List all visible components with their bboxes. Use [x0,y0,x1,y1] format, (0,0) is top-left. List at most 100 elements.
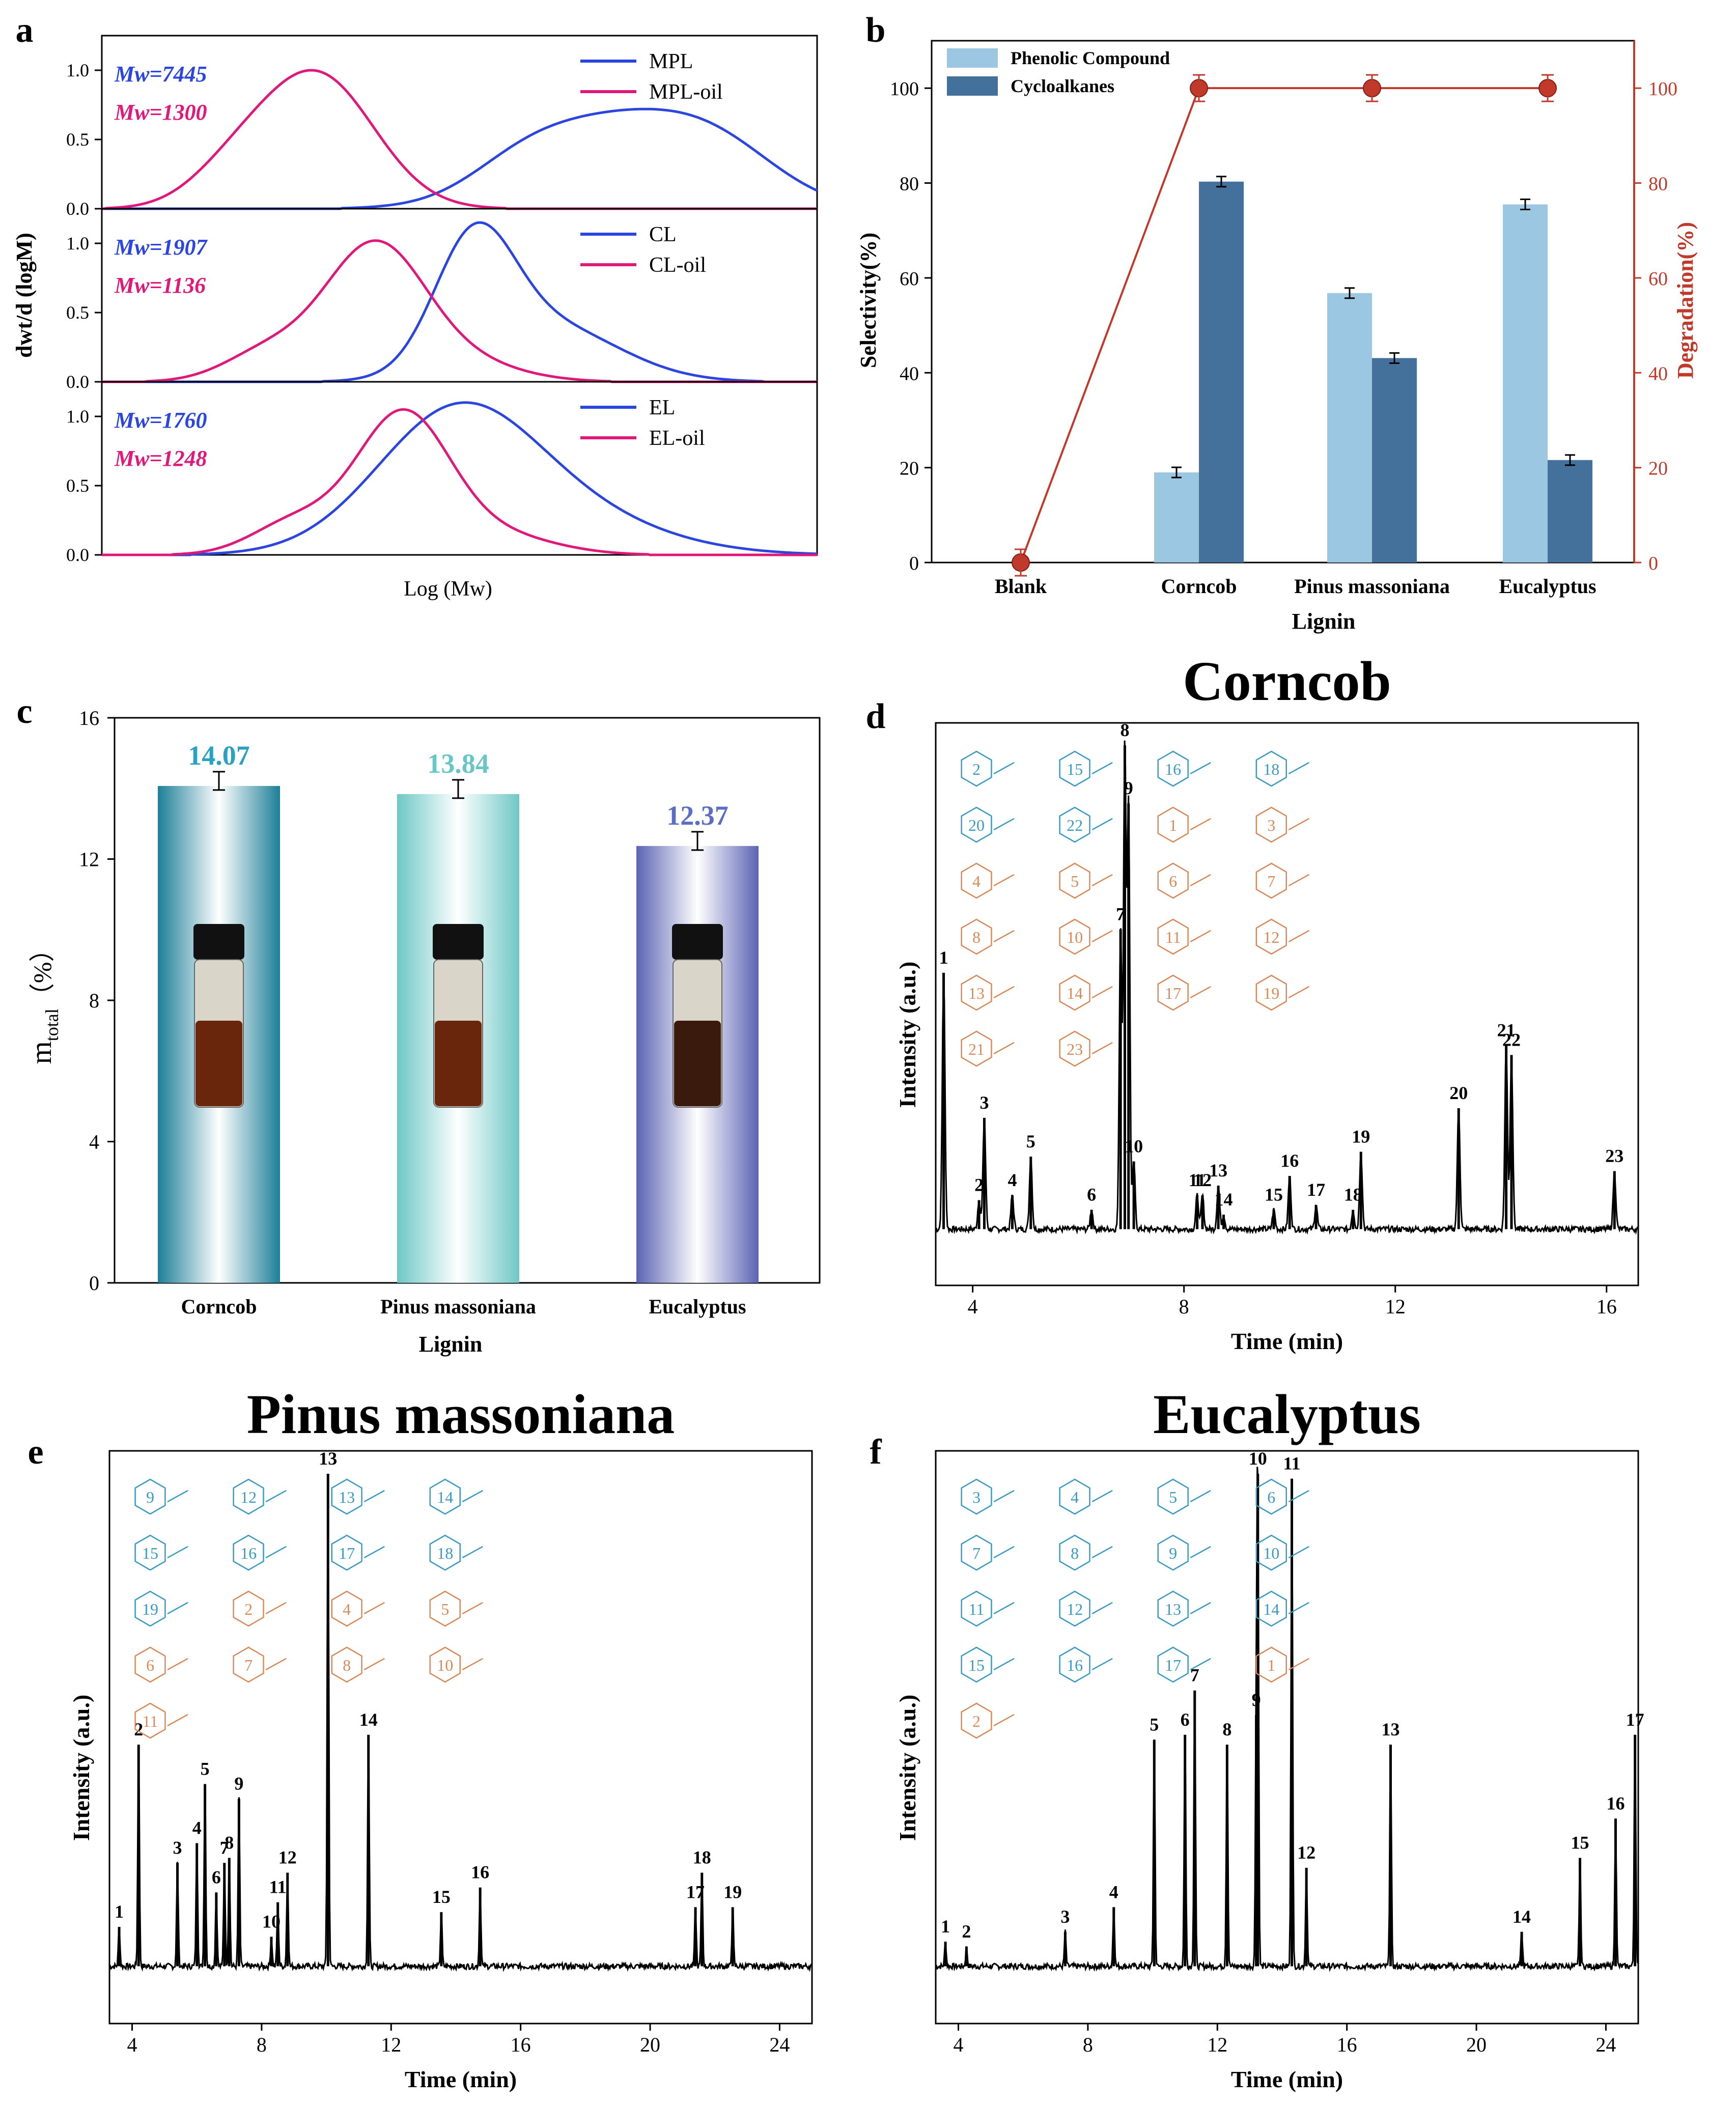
peak-label: 1 [941,1916,950,1936]
degradation-error [1015,548,1027,577]
peak-label: 4 [192,1818,202,1838]
y-tick-label: 0.0 [66,372,89,392]
structure-ring [1255,1590,1287,1627]
structure-ring [331,1478,362,1515]
y-axis-label: Selectivity(%) [856,233,881,368]
y-tick-label: 100 [890,78,919,100]
panel-c: c 0 4 8 12 16 14.07 Corncob 13.84 Pinus massonian… [16,692,821,1357]
peak-label: 8 [225,1833,234,1853]
y-label-sub: total [42,1008,62,1041]
structure-number: 21 [968,1040,985,1058]
peak-label: 8 [1120,720,1129,740]
structure-number: 16 [1067,1656,1083,1674]
peak-label: 3 [1060,1906,1070,1927]
y-tick-label: 4 [89,1131,99,1154]
structure-bond [167,1490,188,1503]
peak-label: 12 [1193,1170,1212,1190]
x-tick-label: 16 [511,2033,531,2056]
structure-number: 17 [339,1544,355,1562]
peak-label: 2 [974,1174,984,1195]
structure-bond [1190,762,1211,775]
structure-number: 15 [968,1656,985,1674]
plot-frame [935,722,1639,1286]
legend-swatch [947,48,998,68]
structure-bond [363,1658,385,1671]
structure-bond [1190,818,1211,831]
structure-number: 14 [1067,984,1083,1002]
structure-ring [134,1646,166,1683]
legend-label: EL [649,396,675,419]
peak-label: 1 [939,947,948,968]
structure-bond [993,1042,1015,1055]
structure-number: 22 [1067,816,1083,834]
structure-bond [1288,1490,1309,1503]
structure-ring [1157,806,1189,843]
structure-ring [961,1590,992,1627]
structure-number: 17 [1165,1656,1181,1674]
structure-bond [1091,1658,1113,1671]
x-tick-label: Blank [995,575,1047,598]
structure-number: 8 [972,928,981,946]
error-bar [1216,176,1226,188]
structure-bond [993,930,1015,943]
peak-label: 5 [201,1759,210,1779]
structure-ring [961,1646,992,1683]
structure-bond [993,1602,1015,1615]
panel-b: b 0 0 20 20 40 40 60 60 80 80 100 100 Blank Corncob Pin… [856,11,1698,634]
structure-ring [429,1534,461,1571]
structure-ring [429,1478,461,1515]
structure-bond [1190,1546,1211,1559]
structure-bond [993,874,1015,887]
structure-bond [1190,930,1211,943]
y2-axis-label: Degradation(%) [1673,222,1698,379]
structure-number: 11 [143,1712,158,1730]
series-line-CL [102,221,817,383]
peak-label: 15 [432,1887,451,1907]
peak-label: 2 [134,1719,143,1739]
y-tick-label: 1.0 [66,406,89,427]
structure-number: 7 [244,1656,253,1674]
structure-ring [961,974,992,1011]
peak-label: 11 [269,1877,287,1897]
y-tick-label: 12 [79,848,99,871]
structure-ring [961,1030,992,1067]
y-tick-label: 20 [900,458,919,480]
structure-ring [1059,1478,1090,1515]
y-label-main: m [24,1041,58,1064]
structure-bond [462,1658,483,1671]
legend-swatch [947,76,998,96]
structure-ring [1157,750,1189,787]
structure-number: 3 [972,1488,981,1506]
y2-tick-label: 20 [1648,458,1668,480]
structure-bond [993,1714,1015,1727]
legend-label: CL [649,223,677,246]
structure-bond [993,762,1015,775]
structure-number: 1 [1169,816,1177,834]
x-tick-label: 12 [381,2033,401,2056]
x-tick-label: Corncob [181,1295,257,1318]
structure-bond [265,1490,287,1503]
peak-label: 10 [1249,1448,1267,1469]
peak-label: 6 [1087,1184,1096,1204]
y-label-unit: （%） [28,937,57,1009]
structure-bond [1288,762,1309,775]
structure-number: 16 [240,1544,257,1562]
peak-label: 17 [1626,1709,1644,1730]
structure-number: 20 [968,816,985,834]
peak-label: 17 [1307,1180,1325,1200]
peak-label: 16 [1606,1793,1625,1813]
peak-label: 14 [1214,1189,1233,1210]
error-bar [1171,466,1182,479]
peak-label: 3 [979,1092,989,1113]
structure-ring [1059,862,1090,899]
peak-label: 14 [359,1709,378,1730]
structure-bond [1091,986,1113,999]
peak-label: 23 [1605,1145,1623,1166]
x-axis-label: Log (Mw) [404,577,492,601]
structure-bond [363,1602,385,1615]
structure-ring [1157,1646,1189,1683]
x-tick-label: Pinus massoniana [1294,575,1450,598]
peak-label: 22 [1502,1029,1521,1050]
